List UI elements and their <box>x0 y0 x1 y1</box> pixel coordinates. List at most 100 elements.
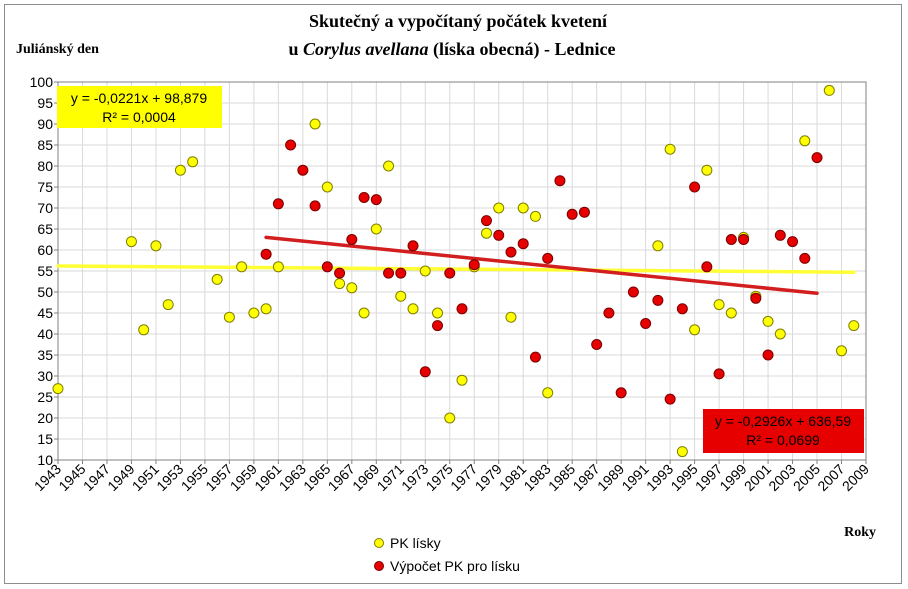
y-tick-label: 75 <box>37 179 53 195</box>
data-point-pk <box>432 307 444 319</box>
data-point-pk <box>272 261 284 273</box>
data-point-vypocet <box>725 234 737 245</box>
eq-yellow-line2: R² = 0,0004 <box>102 109 176 125</box>
data-point-pk <box>358 307 370 319</box>
x-tick-label: 2001 <box>741 461 774 494</box>
x-tick-label: 1943 <box>31 461 64 494</box>
data-point-pk <box>542 387 554 399</box>
data-point-vypocet <box>334 267 346 279</box>
data-point-pk <box>138 324 150 336</box>
x-tick-label: 1973 <box>398 461 431 494</box>
data-point-pk <box>517 202 529 214</box>
x-tick-label: 1953 <box>153 461 186 494</box>
data-point-pk <box>725 307 737 319</box>
data-point-pk <box>334 278 346 290</box>
trendline <box>264 235 819 296</box>
data-point-pk <box>774 328 786 340</box>
data-point-pk <box>713 299 725 311</box>
data-point-vypocet <box>701 261 713 273</box>
data-point-pk <box>419 265 431 277</box>
eq-box-red-bg <box>703 409 864 453</box>
data-point-pk <box>346 282 358 294</box>
data-point-pk <box>187 156 199 168</box>
x-tick-label: 1977 <box>447 461 480 494</box>
data-point-vypocet <box>615 387 627 399</box>
data-point-pk <box>236 261 248 273</box>
eq-red-line1: y = -0,2926x + 636,59 <box>715 413 851 429</box>
legend-marker-pk <box>374 538 384 548</box>
data-point-pk <box>370 223 382 235</box>
eq-box-red: y = -0,2926x + 636,59 R² = 0,0699 <box>703 409 864 453</box>
data-point-vypocet <box>811 152 823 164</box>
data-point-vypocet <box>713 368 725 380</box>
y-tick-label: 55 <box>37 263 53 279</box>
data-point-pk <box>848 320 860 332</box>
legend-label-vypocet: Výpočet PK pro lísku <box>390 558 520 574</box>
data-point-pk <box>407 303 419 315</box>
data-point-vypocet <box>383 267 395 279</box>
trendline <box>56 264 856 275</box>
x-tick-label: 1979 <box>472 461 505 494</box>
data-point-vypocet <box>358 192 370 203</box>
data-point-vypocet <box>689 181 701 193</box>
x-tick-label: 2007 <box>814 461 847 494</box>
data-point-pk <box>505 311 517 323</box>
data-point-vypocet <box>285 139 297 151</box>
data-point-vypocet <box>456 303 468 315</box>
y-tick-label: 85 <box>37 137 53 153</box>
eq-red-line2: R² = 0,0699 <box>746 432 820 448</box>
chart-title-line1: Skutečný a vypočítaný počátek kvetení <box>309 11 608 31</box>
x-tick-label: 1949 <box>104 461 137 494</box>
data-point-vypocet <box>664 393 676 405</box>
data-point-vypocet <box>505 246 517 258</box>
x-tick-label: 1989 <box>594 461 627 494</box>
data-point-vypocet <box>529 351 541 363</box>
data-point-vypocet <box>554 175 566 187</box>
data-point-vypocet <box>480 215 492 227</box>
data-point-vypocet <box>603 307 615 319</box>
y-tick-label: 50 <box>37 284 53 300</box>
data-point-pk <box>162 299 174 311</box>
x-tick-label: 1945 <box>55 461 88 494</box>
data-point-pk <box>260 303 272 315</box>
data-point-pk <box>211 273 223 285</box>
data-point-pk <box>652 240 664 252</box>
y-tick-label: 10 <box>37 452 53 468</box>
eq-yellow-line1: y = -0,0221x + 98,879 <box>71 90 207 106</box>
legend-label-pk: PK lísky <box>390 535 441 551</box>
data-point-pk <box>150 240 162 252</box>
x-tick-label: 1987 <box>569 461 602 494</box>
data-point-vypocet <box>676 303 688 315</box>
legend: PK lísky Výpočet PK pro lísku <box>374 535 520 574</box>
data-point-vypocet <box>346 234 358 245</box>
data-point-vypocet <box>738 234 750 245</box>
y-tick-label: 15 <box>37 431 53 447</box>
data-point-pk <box>444 412 456 424</box>
data-point-vypocet <box>297 164 309 176</box>
data-point-pk <box>664 143 676 155</box>
data-point-vypocet <box>309 200 321 212</box>
data-point-pk <box>456 374 468 386</box>
data-point-vypocet <box>260 248 272 260</box>
data-point-pk <box>395 290 407 302</box>
data-point-vypocet <box>468 259 480 271</box>
eq-box-yellow-bg <box>57 86 222 128</box>
y-tick-label: 60 <box>37 242 53 258</box>
x-tick-label: 1985 <box>545 461 578 494</box>
x-tick-label: 1999 <box>716 461 749 494</box>
data-point-vypocet <box>627 286 639 298</box>
data-point-pk <box>321 181 333 193</box>
x-tick-label: 2003 <box>765 461 798 494</box>
y-tick-label: 65 <box>37 221 53 237</box>
data-point-vypocet <box>652 294 664 306</box>
data-point-pk <box>248 307 260 319</box>
x-tick-label: 1947 <box>80 461 113 494</box>
x-axis-label: Roky <box>844 525 876 540</box>
x-tick-label: 1967 <box>325 461 358 494</box>
x-tick-label: 1965 <box>300 461 333 494</box>
data-point-vypocet <box>395 267 407 279</box>
plot-border <box>57 81 867 461</box>
x-tick-label: 2005 <box>790 461 823 494</box>
data-point-vypocet <box>407 240 419 252</box>
y-tick-label: 25 <box>37 389 53 405</box>
